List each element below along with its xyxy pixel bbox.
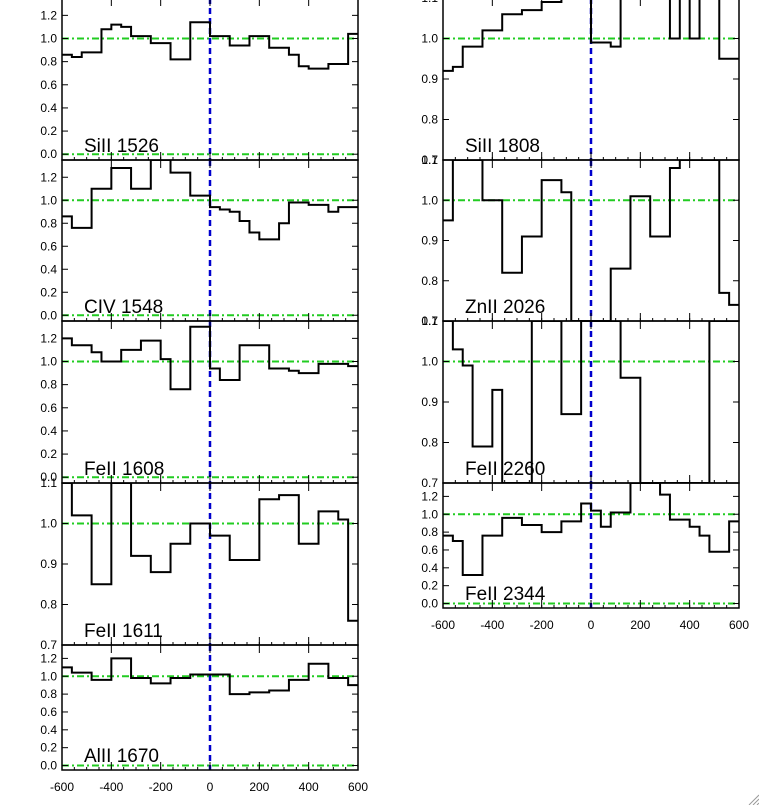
x-tick-label: 0 (588, 618, 595, 632)
y-tick-label: 1.0 (40, 193, 57, 207)
y-tick-label: 0.4 (40, 101, 57, 115)
y-tick-label: 1.2 (40, 8, 57, 22)
y-tick-label: 0.8 (421, 274, 438, 288)
y-tick-label: 0.0 (40, 308, 57, 322)
x-tick-label: 200 (630, 618, 650, 632)
y-tick-label: 0.8 (421, 525, 438, 539)
spectrum-trace (443, 0, 739, 72)
y-tick-label: 1.1 (421, 153, 438, 167)
y-tick-label: 1.2 (421, 489, 438, 503)
y-tick-label: 0.0 (40, 470, 57, 484)
y-tick-label: 0.4 (40, 723, 57, 737)
line-annotation: FeII 1608 (84, 459, 164, 480)
spectrum-trace (62, 483, 358, 622)
y-tick-label: 1.0 (40, 669, 57, 683)
y-tick-label: 0.7 (40, 638, 57, 652)
y-tick-label: 0.0 (40, 759, 57, 773)
y-tick-label: 0.6 (40, 78, 57, 92)
y-tick-label: 1.0 (40, 517, 57, 531)
spectrum-trace (62, 160, 358, 241)
y-tick-label: 1.2 (40, 170, 57, 184)
y-tick-label: 0.9 (40, 557, 57, 571)
x-tick-label: -400 (480, 618, 504, 632)
x-tick-label: 400 (680, 618, 700, 632)
y-tick-label: 0.8 (40, 598, 57, 612)
panel-3: 0.0 0.2 0.4 0.6 0.8 1.0 1.2 FeII 1608 (40, 320, 359, 484)
y-tick-label: 0.7 (421, 314, 438, 328)
y-tick-label: 0.9 (421, 72, 438, 86)
y-tick-label: 0.8 (40, 216, 57, 230)
y-tick-label: 0.2 (40, 124, 57, 138)
panel-8: 0.7 0.8 0.9 1.0 1.1 FeII 2260 (421, 314, 740, 490)
line-annotation: AlII 1670 (84, 746, 159, 767)
line-annotation: SiII 1808 (465, 136, 540, 157)
x-tick-label: -600 (431, 618, 455, 632)
y-tick-label: 0.7 (421, 153, 438, 167)
spectrum-trace (443, 483, 739, 576)
y-tick-label: 1.1 (421, 0, 438, 5)
y-tick-label: 0.6 (40, 239, 57, 253)
y-tick-label: 0.0 (40, 147, 57, 161)
y-tick-label: 0.8 (40, 55, 57, 69)
y-tick-label: 0.2 (421, 579, 438, 593)
x-tick-label: 600 (348, 780, 368, 794)
y-tick-label: 0.7 (421, 476, 438, 490)
panel-5: 0.0 0.2 0.4 0.6 0.8 1.0 1.2 -600 -400 -200 0 200 400… (40, 644, 368, 794)
y-tick-label: 0.0 (421, 597, 438, 611)
y-tick-label: 1.0 (421, 193, 438, 207)
panel-1: 0.0 0.2 0.4 0.6 0.8 1.0 1.2 SiII 1526 (40, 0, 359, 161)
panel-4: 0.7 0.8 0.9 1.0 1.1 FeII 1611 (40, 476, 359, 652)
y-tick-label: 0.2 (40, 285, 57, 299)
x-tick-label: 400 (299, 780, 319, 794)
x-tick-label: -200 (149, 780, 173, 794)
y-tick-label: 0.2 (40, 741, 57, 755)
line-annotation: CIV 1548 (84, 297, 163, 318)
y-tick-label: 0.9 (421, 234, 438, 248)
y-tick-label: 1.0 (40, 32, 57, 46)
line-annotation: FeII 2344 (465, 584, 546, 605)
y-tick-label: 0.8 (40, 378, 57, 392)
line-annotation: SiII 1526 (84, 136, 159, 157)
y-tick-label: 1.1 (421, 314, 438, 328)
spectrum-trace (443, 321, 739, 483)
y-tick-label: 1.1 (40, 476, 57, 490)
x-tick-label: 600 (729, 618, 749, 632)
line-annotation: FeII 2260 (465, 459, 545, 480)
spectrum-trace (62, 657, 358, 696)
y-tick-label: 1.0 (40, 355, 57, 369)
y-tick-label: 1.0 (421, 507, 438, 521)
panel-7: 0.7 0.8 0.9 1.0 1.1 ZnII 2026 (421, 153, 740, 328)
y-tick-label: 0.8 (421, 113, 438, 127)
y-tick-label: 0.2 (40, 447, 57, 461)
x-tick-label: -200 (530, 618, 554, 632)
y-tick-label: 0.8 (421, 436, 438, 450)
spectrum-trace (443, 160, 739, 321)
spectrum-trace (62, 21, 358, 70)
resize-grip-icon[interactable] (747, 793, 759, 805)
x-tick-label: 0 (207, 780, 214, 794)
y-tick-label: 0.4 (40, 424, 57, 438)
y-tick-label: 1.0 (421, 355, 438, 369)
y-tick-label: 0.8 (40, 687, 57, 701)
y-tick-label: 0.6 (40, 401, 57, 415)
y-tick-label: 0.6 (40, 705, 57, 719)
line-annotation: FeII 1611 (84, 621, 163, 642)
y-tick-label: 0.9 (421, 395, 438, 409)
spectrum-trace (62, 325, 358, 391)
x-tick-label: -600 (50, 780, 74, 794)
y-tick-label: 1.2 (40, 331, 57, 345)
y-tick-label: 1.0 (421, 32, 438, 46)
line-annotation: ZnII 2026 (465, 297, 545, 318)
y-tick-label: 0.4 (40, 262, 57, 276)
panel-2: 0.0 0.2 0.4 0.6 0.8 1.0 1.2 CIV 1548 (40, 159, 359, 322)
panel-6: 0.7 0.8 0.9 1.0 1.1 SiII 1808 (421, 0, 740, 167)
y-tick-label: 0.4 (421, 561, 438, 575)
y-tick-label: 1.2 (40, 651, 57, 665)
y-tick-label: 0.6 (421, 543, 438, 557)
x-tick-label: 200 (249, 780, 269, 794)
x-tick-label: -400 (99, 780, 123, 794)
panel-9: 0.0 0.2 0.4 0.6 0.8 1.0 1.2 -600 -400 -200 0 200 400… (421, 482, 749, 632)
